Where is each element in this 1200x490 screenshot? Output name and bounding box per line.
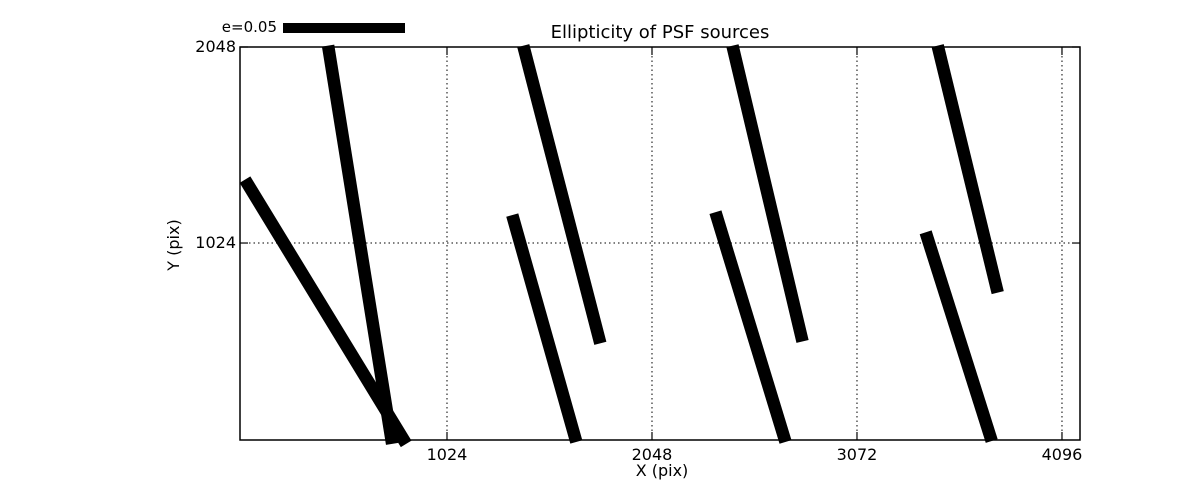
whisker-line [919,230,998,443]
whisker-line [321,44,399,445]
whisker-line [506,213,583,444]
whisker-line [931,44,1004,295]
legend-label: e=0.05 [221,18,277,36]
chart-title: Ellipticity of PSF sources [550,22,770,43]
y-tick-label: 2048 [195,37,236,56]
x-tick-label: 1024 [426,445,468,464]
x-tick-label: 4096 [1041,445,1083,464]
whisker-line [709,210,792,444]
whisker-line [726,44,809,343]
x-tick-label: 2048 [631,445,673,464]
y-tick-label: 1024 [195,233,236,253]
legend-sample-line [283,23,405,33]
y-axis-label: Y (pix) [164,219,183,271]
x-tick-label: 3072 [836,445,878,464]
x-axis-label: X (pix) [635,461,689,480]
whisker-line [517,44,607,345]
axes-border [239,46,1081,441]
